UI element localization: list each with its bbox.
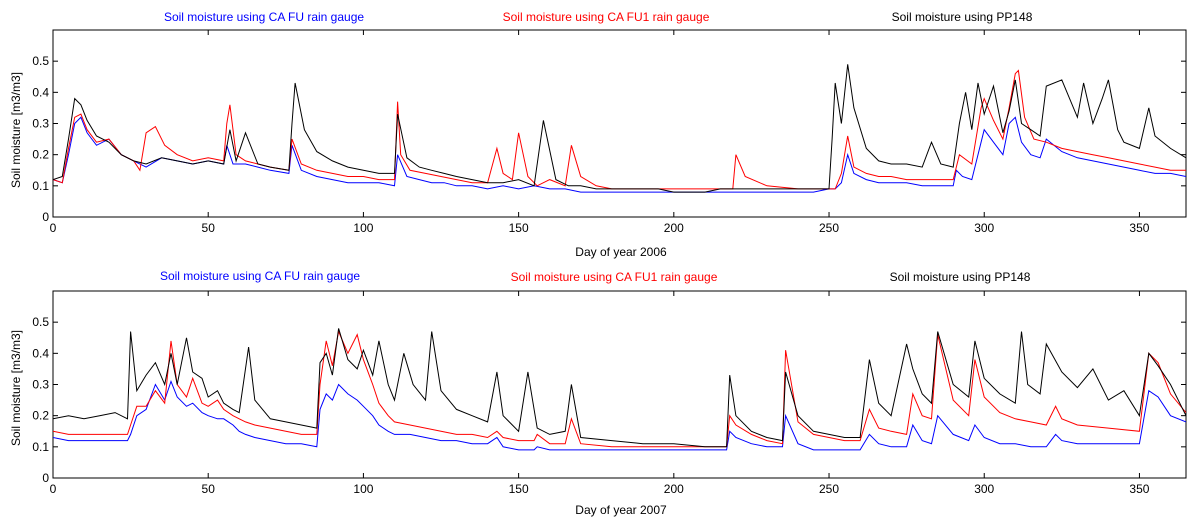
x-tick-label: 300: [974, 221, 994, 235]
legend-label-blue: Soil moisture using CA FU rain gauge: [164, 10, 364, 24]
y-axis-label: Soil moisture [m3/m3]: [9, 72, 23, 188]
y-tick-label: 0.2: [32, 409, 49, 423]
x-tick-label: 100: [353, 221, 373, 235]
y-tick-label: 0.4: [32, 346, 49, 360]
y-tick-label: 0: [42, 210, 49, 224]
series-line-1: [53, 69, 1186, 190]
x-axis-label: Day of year 2007: [575, 503, 667, 517]
series-line-2: [53, 64, 1186, 193]
x-tick-label: 300: [974, 482, 994, 496]
series-line-0: [53, 116, 1186, 193]
x-tick-label: 350: [1129, 221, 1149, 235]
y-tick-label: 0.5: [32, 315, 49, 329]
x-axis-label: Day of year 2006: [575, 245, 667, 259]
legend-label-black: Soil moisture using PP148: [890, 270, 1031, 284]
y-tick-label: 0.3: [32, 378, 49, 392]
x-tick-label: 150: [509, 482, 529, 496]
x-tick-label: 350: [1129, 482, 1149, 496]
x-tick-label: 150: [509, 221, 529, 235]
series-line-0: [53, 379, 1186, 451]
panel-2007: Soil moisture using CA FU rain gauge Soi…: [9, 269, 1187, 517]
x-tick-label: 100: [353, 482, 373, 496]
series-line-1: [53, 329, 1186, 448]
y-tick-label: 0: [42, 471, 49, 485]
x-tick-label: 200: [664, 221, 684, 235]
panel-2006: Soil moisture using CA FU rain gauge Soi…: [9, 10, 1187, 259]
y-tick-label: 0.2: [32, 148, 49, 162]
x-tick-label: 250: [819, 221, 839, 235]
x-tick-label: 250: [819, 482, 839, 496]
x-tick-label: 50: [202, 482, 216, 496]
x-tick-label: 200: [664, 482, 684, 496]
series-line-2: [53, 328, 1186, 448]
x-tick-label: 50: [202, 221, 216, 235]
y-tick-label: 0.1: [32, 440, 49, 454]
y-tick-label: 0.4: [32, 85, 49, 99]
legend-label-blue: Soil moisture using CA FU rain gauge: [160, 269, 360, 283]
legend-label-black: Soil moisture using PP148: [892, 10, 1033, 24]
y-tick-label: 0.5: [32, 54, 49, 68]
x-tick-label: 0: [50, 221, 57, 235]
y-axis-label: Soil moisture [m3/m3]: [9, 330, 23, 446]
y-tick-label: 0.1: [32, 179, 49, 193]
legend-label-red: Soil moisture using CA FU1 rain gauge: [503, 10, 710, 24]
y-tick-label: 0.3: [32, 117, 49, 131]
legend-label-red: Soil moisture using CA FU1 rain gauge: [511, 270, 718, 284]
x-tick-label: 0: [50, 482, 57, 496]
